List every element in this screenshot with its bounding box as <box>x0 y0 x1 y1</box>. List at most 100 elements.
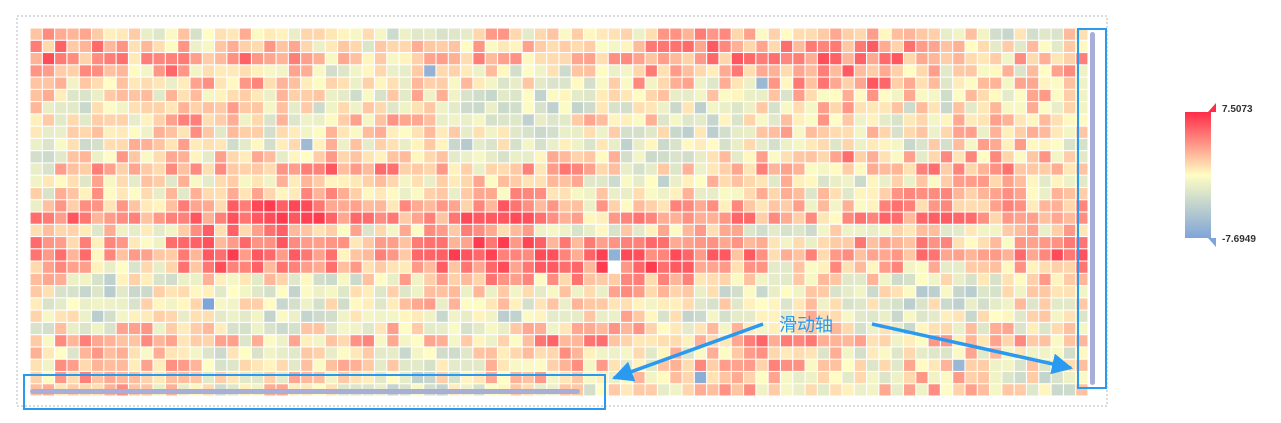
heatmap-cell <box>977 286 990 298</box>
heatmap-cell <box>1014 347 1026 359</box>
heatmap-cell <box>178 224 190 236</box>
vertical-scrollbar[interactable] <box>1090 32 1095 385</box>
heatmap-cell <box>55 310 67 322</box>
heatmap-cell <box>350 40 362 52</box>
heatmap-cell <box>141 273 153 286</box>
heatmap-cell <box>657 126 670 138</box>
heatmap-cell <box>1076 384 1088 396</box>
heatmap-cell <box>633 322 645 335</box>
heatmap-cell <box>953 151 965 163</box>
heatmap-cell <box>682 359 694 371</box>
heatmap-cell <box>264 261 276 273</box>
heatmap-cell <box>596 249 608 261</box>
heatmap-cell <box>965 126 977 138</box>
heatmap-cell <box>67 212 79 224</box>
heatmap-cell <box>411 359 424 371</box>
heatmap-cell <box>719 372 731 384</box>
heatmap-cell <box>128 53 141 65</box>
heatmap-cell <box>350 310 362 322</box>
heatmap-cell <box>215 28 227 40</box>
heatmap-cell <box>375 286 387 298</box>
heatmap-cell <box>780 273 793 286</box>
heatmap-cell <box>522 200 534 212</box>
heatmap-cell <box>202 286 214 298</box>
heatmap-cell <box>325 298 338 310</box>
heatmap-cell <box>928 237 940 249</box>
heatmap-cell <box>657 53 670 65</box>
heatmap-cell <box>1014 65 1026 77</box>
heatmap-cell <box>55 102 67 114</box>
heatmap-cell <box>350 65 362 77</box>
heatmap-cell <box>707 138 719 151</box>
heatmap-cell <box>584 298 596 310</box>
heatmap-cell <box>867 163 879 175</box>
heatmap-cell <box>128 200 141 212</box>
heatmap-cell <box>55 175 67 187</box>
heatmap-cell <box>522 273 534 286</box>
heatmap-cell <box>916 359 928 371</box>
heatmap-cell <box>239 53 251 65</box>
heatmap-cell <box>276 273 288 286</box>
heatmap-cell <box>153 372 165 384</box>
heatmap-cell <box>657 273 670 286</box>
heatmap-cell <box>584 138 596 151</box>
heatmap-cell <box>436 175 448 187</box>
heatmap-cell <box>633 114 645 126</box>
heatmap-cell <box>276 286 288 298</box>
heatmap-cell <box>276 114 288 126</box>
heatmap-cell <box>375 200 387 212</box>
heatmap-cell <box>178 102 190 114</box>
heatmap-cell <box>780 237 793 249</box>
heatmap-cell <box>830 310 842 322</box>
heatmap-cell <box>670 138 682 151</box>
heatmap-cell <box>522 89 534 102</box>
heatmap-cell <box>498 322 510 335</box>
heatmap-cell <box>30 322 42 335</box>
heatmap-cell <box>793 163 805 175</box>
heatmap-cell <box>424 200 436 212</box>
heatmap-cell <box>350 126 362 138</box>
heatmap-cell <box>399 163 411 175</box>
legend-min-handle-icon[interactable] <box>1208 238 1216 247</box>
heatmap-cell <box>30 53 42 65</box>
heatmap-cell <box>694 77 707 89</box>
heatmap-cell <box>744 261 756 273</box>
heatmap-cell <box>498 310 510 322</box>
heatmap-cell <box>621 310 633 322</box>
heatmap-cell <box>276 138 288 151</box>
heatmap-cell <box>251 175 264 187</box>
heatmap-cell <box>670 65 682 77</box>
heatmap-cell <box>1027 53 1039 65</box>
heatmap-cell <box>891 65 903 77</box>
heatmap-cell <box>854 359 867 371</box>
heatmap-cell <box>411 138 424 151</box>
heatmap-cell <box>498 224 510 236</box>
heatmap-cell <box>79 89 91 102</box>
heatmap-cell <box>264 138 276 151</box>
heatmap-cell <box>436 151 448 163</box>
heatmap-cell <box>682 114 694 126</box>
heatmap-cell <box>1076 89 1088 102</box>
heatmap-cell <box>92 53 104 65</box>
heatmap-cell <box>596 261 608 273</box>
heatmap-cell <box>842 151 854 163</box>
heatmap-cell <box>153 237 165 249</box>
heatmap-cell <box>350 224 362 236</box>
heatmap-cell <box>104 273 116 286</box>
legend-max-handle-icon[interactable] <box>1208 103 1216 112</box>
heatmap-cell <box>473 138 485 151</box>
heatmap-cell <box>891 273 903 286</box>
heatmap-cell <box>830 384 842 396</box>
heatmap-cell <box>571 237 584 249</box>
heatmap-cell <box>547 286 559 298</box>
heatmap-cell <box>153 53 165 65</box>
heatmap-cell <box>547 273 559 286</box>
heatmap-cell <box>793 237 805 249</box>
heatmap-cell <box>977 77 990 89</box>
heatmap-cell <box>768 322 780 335</box>
heatmap-cell <box>990 163 1002 175</box>
heatmap-cell <box>830 249 842 261</box>
horizontal-scrollbar[interactable] <box>30 389 580 394</box>
heatmap-cell <box>916 65 928 77</box>
heatmap-cell <box>768 40 780 52</box>
